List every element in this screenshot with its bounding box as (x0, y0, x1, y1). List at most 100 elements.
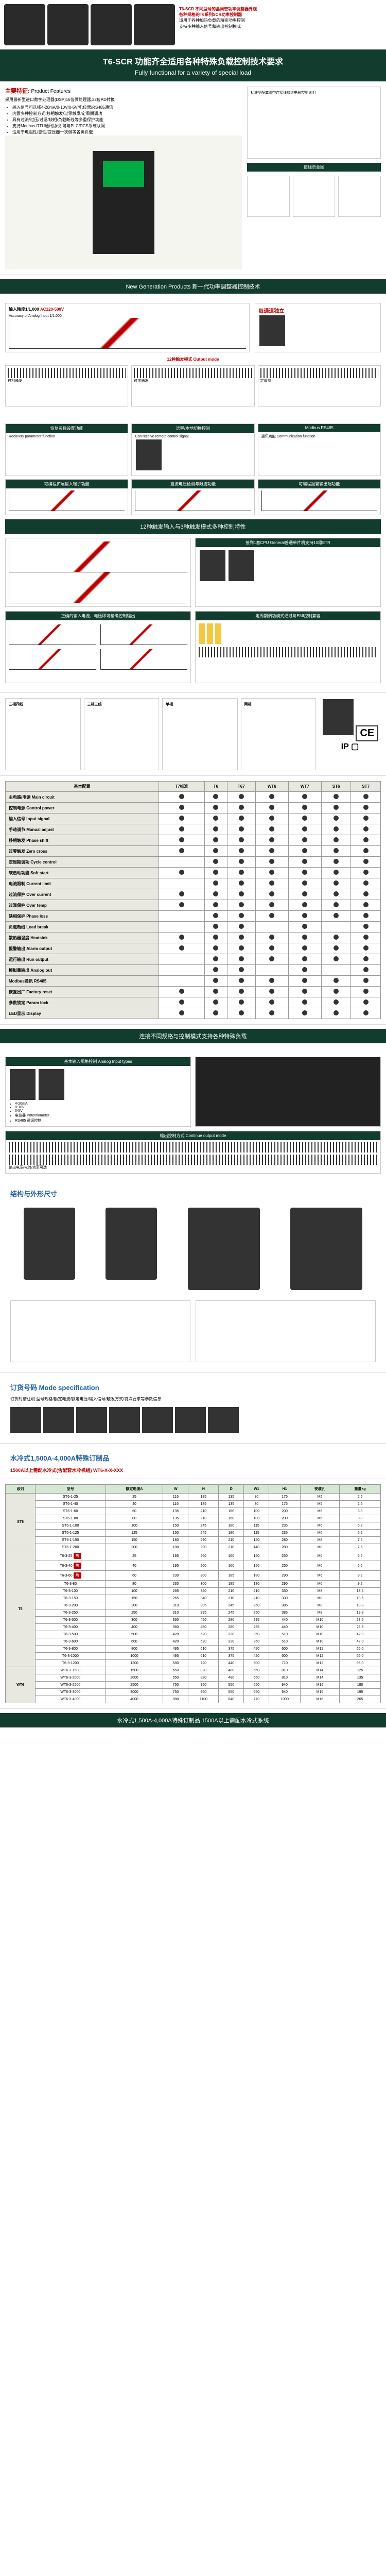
dim-cell: M6 (300, 1508, 339, 1515)
dot-icon (269, 891, 274, 896)
wave-icon (260, 368, 378, 378)
spec-row-label: 过流保护 Over current (6, 889, 159, 900)
dim-grp-hdr: 系列 (6, 1485, 36, 1494)
dot-icon (239, 837, 244, 842)
dot-icon (239, 826, 244, 832)
dim-cell: 200 (269, 1515, 300, 1522)
dim-cell: T6-3-600 (36, 1638, 106, 1646)
spec-cell (227, 868, 255, 878)
spec-cell (288, 803, 321, 814)
dot-icon (213, 999, 218, 1005)
spec-cell (321, 900, 351, 911)
dim-tables-section: 系列型号额定电流AWHDW1H1安装孔重量kg ST6ST6-1-2525116… (0, 1479, 386, 1709)
spec-row: 模拟量输出 Analog out (6, 965, 381, 976)
spec-cell (255, 846, 288, 857)
dim-cell: 180 (219, 1522, 244, 1530)
spec-cell (288, 824, 321, 835)
dim-cell: 80 (244, 1501, 269, 1508)
spec-row: LED显示 Display (6, 1008, 381, 1019)
dot-icon (239, 816, 244, 821)
dim-cell: 600 (269, 1653, 300, 1660)
dim-cell: 200 (269, 1508, 300, 1515)
spec-cell (159, 987, 205, 997)
dim-cell: 160 (219, 1515, 244, 1522)
spec-cell (288, 846, 321, 857)
wiring-col-2: 三相三线 (84, 698, 160, 770)
acc-sub: Accuracy of Analog Input 1/1,000 (9, 314, 246, 318)
spec-cell (351, 889, 381, 900)
dot-icon (179, 848, 184, 853)
dot-icon (334, 794, 339, 799)
dot-icon (179, 935, 184, 940)
mini-plot (9, 624, 96, 645)
mode-2-lbl: 过零触发 (134, 379, 148, 383)
dim-cell: ST6-1-200 (36, 1544, 106, 1551)
mini-plot (9, 649, 96, 670)
func-hdr: 可编程扩展输入端子功能 (6, 480, 128, 488)
spec-row-label: 电流限制 Current limit (6, 878, 159, 889)
model-img-1 (24, 1208, 75, 1280)
dim-cell: M8 (300, 1537, 339, 1544)
input-types: 基本输入规格控制 Analog Input types 4-20mA 0-10V… (5, 1057, 191, 1127)
dim-cell: 9.2 (340, 1581, 381, 1588)
spec-cell (204, 803, 227, 814)
dim-row: ST6-1-8080135210160100200M63.8 (6, 1515, 381, 1522)
dot-icon (363, 924, 369, 929)
product-thumb-2 (47, 4, 89, 45)
dot-icon (334, 902, 339, 907)
dim-row: T6-3-600600420520320350510M1042.0 (6, 1638, 381, 1646)
dot-icon (239, 794, 244, 799)
dot-icon (302, 999, 307, 1005)
wiring-v1 (247, 176, 290, 217)
dim-cell: 180 (163, 1537, 188, 1544)
device-illustration (93, 151, 154, 254)
dot-icon (213, 978, 218, 983)
dim-cell: 140 (244, 1544, 269, 1551)
ip-mark: IP ▢ (319, 741, 381, 752)
dim-cell: 19.8 (340, 1609, 381, 1617)
dim-cell: 116 (163, 1501, 188, 1508)
spec-cell (351, 987, 381, 997)
features-section: 主要特征: Product Features 采用最新型进口数字处理器(DSP)… (0, 81, 386, 275)
dot-icon (302, 913, 307, 918)
dim-row: T6-3-60 热60230300185180290M69.2 (6, 1571, 381, 1581)
feat-4: 支持Modbus RTU通讯协议,可与PLC/DCS系统联网 (12, 123, 242, 129)
dim-cell: 610 (188, 1653, 219, 1660)
spec-cell (204, 965, 227, 976)
func-hdr: 可编程报警输出端功能 (258, 480, 380, 488)
spec-cell (288, 814, 321, 824)
dim-cell: M10 (300, 1638, 339, 1646)
dim-cell: 25 (106, 1551, 163, 1561)
dim-cell: 19.8 (340, 1602, 381, 1609)
dim-row: T6-3-800800495610375420600M1265.0 (6, 1646, 381, 1653)
dim-cell: 210 (188, 1515, 219, 1522)
yellow-2 (207, 623, 213, 644)
spec-cell (255, 965, 288, 976)
dim-cell: M6 (300, 1561, 339, 1571)
dim-drawing-1 (10, 1300, 190, 1362)
spec-cell (159, 976, 205, 987)
spec-cell (204, 846, 227, 857)
spec-row: 散热器温度 Heatsink (6, 933, 381, 943)
dim-cell: M12 (300, 1660, 339, 1667)
dot-icon (302, 924, 307, 929)
output-types: 输出控制方式 Continue output mode 输出电压/电流/功率可选 (5, 1131, 381, 1174)
dot-icon (239, 859, 244, 864)
dim-cell: ST6-1-125 (36, 1530, 106, 1537)
spec-col-hdr: T7标准 (159, 782, 205, 792)
dim-row: ST6-1-150150180290210140280M87.5 (6, 1537, 381, 1544)
dot-icon (269, 826, 274, 832)
dot-icon (179, 891, 184, 896)
feat-3: 具有过流/过压/过温/缺相/负载断线等多重保护功能 (12, 117, 242, 123)
spec-row-label: 控制电源 Control power (6, 803, 159, 814)
dot-icon (334, 935, 339, 940)
spec-row: 电流限制 Current limit (6, 878, 381, 889)
dim-cell: 320 (219, 1638, 244, 1646)
dim-col-hdr: 型号 (36, 1485, 106, 1494)
spec-cell (204, 868, 227, 878)
dot-icon (269, 935, 274, 940)
dim-cell: 160 (219, 1551, 244, 1561)
dot-icon (363, 945, 369, 951)
dim-cell: 65.0 (340, 1646, 381, 1653)
functions-section: 恢复参数设置功能 Recovery parameter function 远程/… (0, 415, 386, 693)
